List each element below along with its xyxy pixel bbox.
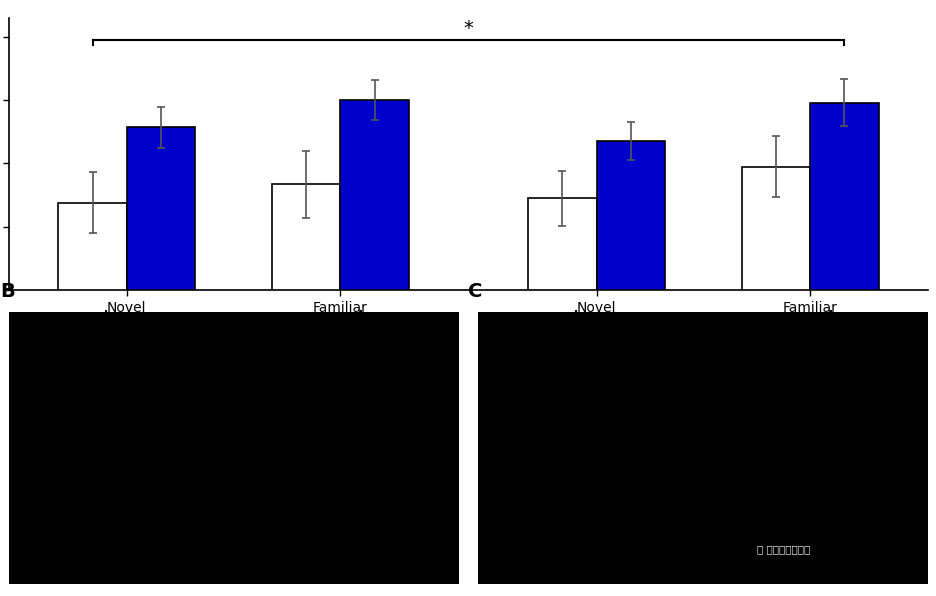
Text: RHC: RHC xyxy=(685,331,721,346)
Bar xyxy=(810,103,878,290)
Bar xyxy=(271,184,340,290)
Text: LHC: LHC xyxy=(216,331,250,346)
Bar xyxy=(528,198,596,290)
Bar xyxy=(58,203,126,290)
Bar xyxy=(340,100,408,290)
Text: B: B xyxy=(0,282,15,301)
Bar xyxy=(596,141,665,290)
Text: 🔊 中国生物技术网: 🔊 中国生物技术网 xyxy=(756,544,810,554)
Text: C: C xyxy=(468,282,482,301)
Text: *: * xyxy=(463,18,473,38)
Bar xyxy=(741,167,810,290)
Bar xyxy=(126,128,195,290)
